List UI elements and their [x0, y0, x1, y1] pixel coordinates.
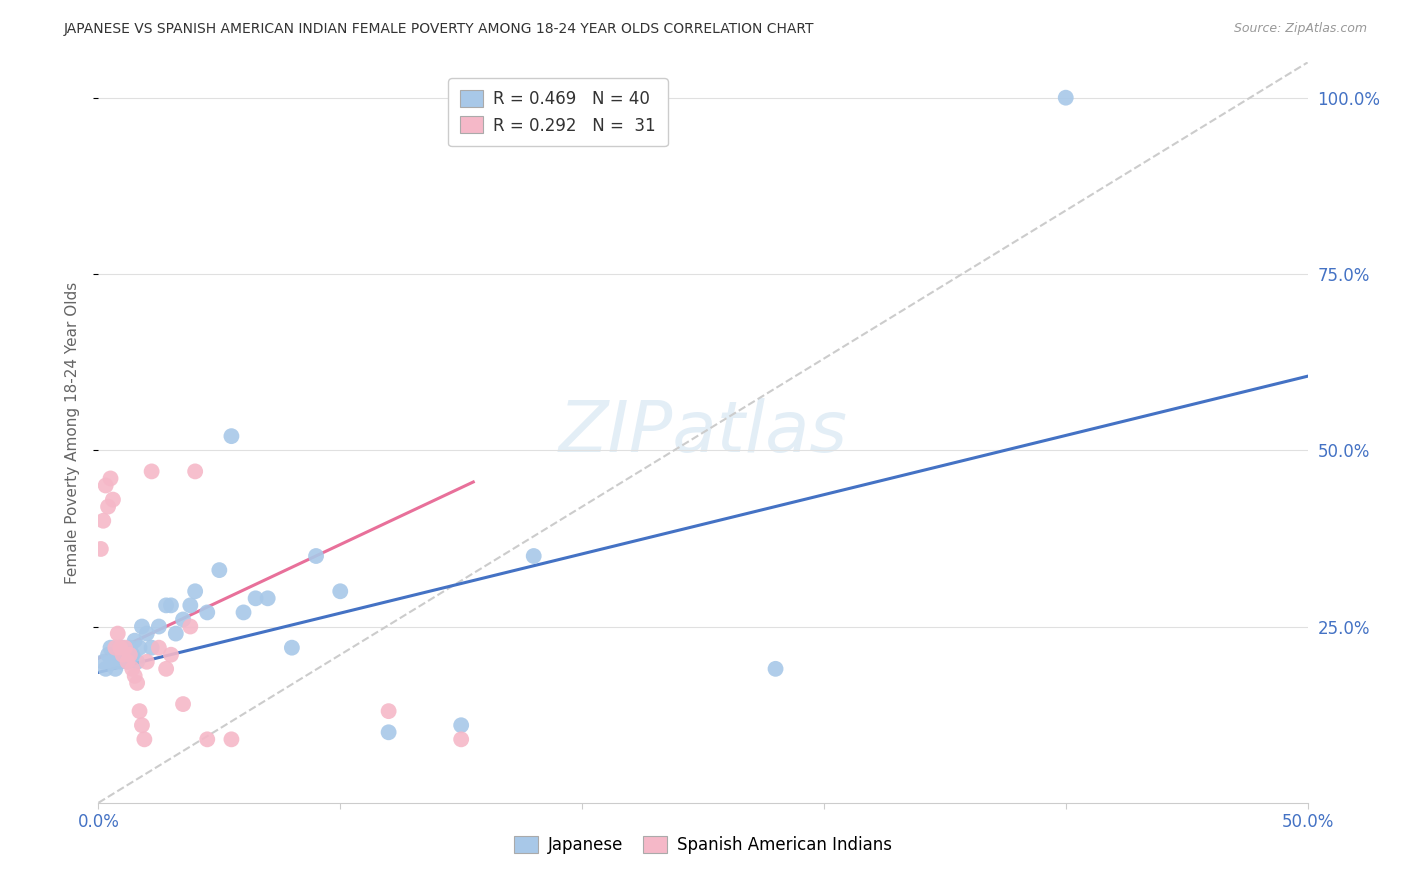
Y-axis label: Female Poverty Among 18-24 Year Olds: Female Poverty Among 18-24 Year Olds [65, 282, 80, 583]
Point [121, 648, 143, 662]
Point [135, 626, 157, 640]
Text: ZIPatlas: ZIPatlas [558, 398, 848, 467]
Point [117, 655, 139, 669]
Point [101, 492, 124, 507]
Point [104, 640, 127, 655]
Legend: Japanese, Spanish American Indians: Japanese, Spanish American Indians [508, 830, 898, 861]
Point [208, 563, 231, 577]
Point [134, 732, 156, 747]
Point [108, 640, 131, 655]
Point [90, 541, 112, 556]
Point [121, 662, 143, 676]
Point [111, 640, 134, 655]
Point [94, 662, 117, 676]
Point [91, 655, 114, 669]
Point [94, 478, 117, 492]
Point [124, 633, 146, 648]
Point [135, 655, 157, 669]
Point [131, 718, 153, 732]
Point [329, 584, 352, 599]
Point [165, 626, 187, 640]
Point [148, 640, 170, 655]
Point [108, 655, 131, 669]
Point [245, 591, 267, 606]
Point [172, 612, 194, 626]
Point [124, 669, 146, 683]
Point [148, 619, 170, 633]
Point [114, 640, 136, 655]
Point [118, 640, 141, 655]
Point [155, 599, 177, 613]
Point [523, 549, 546, 563]
Point [160, 648, 183, 662]
Point [114, 648, 136, 662]
Point [172, 697, 194, 711]
Point [195, 732, 218, 747]
Point [305, 549, 328, 563]
Point [221, 732, 243, 747]
Point [256, 591, 278, 606]
Point [128, 640, 150, 655]
Point [91, 514, 114, 528]
Point [101, 655, 124, 669]
Point [281, 640, 304, 655]
Point [450, 732, 472, 747]
Point [184, 464, 207, 478]
Point [179, 619, 201, 633]
Point [97, 500, 120, 514]
Text: JAPANESE VS SPANISH AMERICAN INDIAN FEMALE POVERTY AMONG 18-24 YEAR OLDS CORRELA: JAPANESE VS SPANISH AMERICAN INDIAN FEMA… [63, 22, 814, 37]
Point [765, 662, 787, 676]
Point [104, 662, 127, 676]
Point [127, 655, 149, 669]
Point [450, 718, 472, 732]
Point [377, 704, 399, 718]
Point [97, 648, 120, 662]
Point [107, 626, 129, 640]
Point [100, 471, 122, 485]
Point [141, 464, 163, 478]
Point [131, 619, 153, 633]
Point [155, 662, 177, 676]
Point [160, 599, 183, 613]
Point [128, 704, 150, 718]
Point [1054, 91, 1077, 105]
Point [221, 429, 243, 443]
Point [195, 606, 218, 620]
Point [100, 640, 122, 655]
Point [141, 640, 163, 655]
Point [117, 655, 139, 669]
Point [232, 606, 254, 620]
Point [107, 648, 129, 662]
Point [377, 725, 399, 739]
Point [111, 648, 134, 662]
Text: Source: ZipAtlas.com: Source: ZipAtlas.com [1233, 22, 1367, 36]
Point [127, 676, 149, 690]
Point [179, 599, 201, 613]
Point [184, 584, 207, 599]
Point [118, 648, 141, 662]
